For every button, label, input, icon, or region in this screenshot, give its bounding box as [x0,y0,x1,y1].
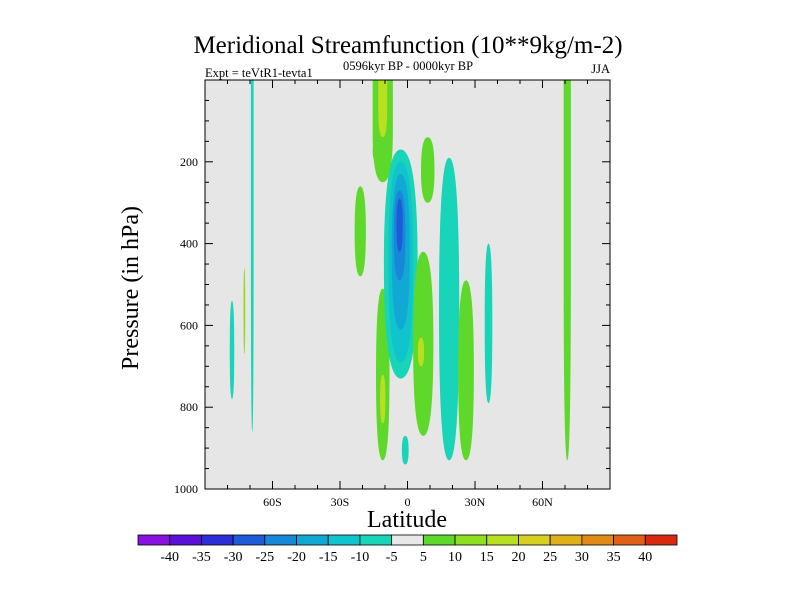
y-axis-label: Pressure (in hPa) [118,206,144,370]
x-axis-ticks: 60S 30S 0 30N 60N [227,80,588,509]
colorbar-swatch [581,534,614,546]
colorbar-label: 40 [638,550,652,565]
x-tick-label: 60S [263,495,282,509]
contour-sh-high-lat-thin [250,80,254,432]
colorbar-swatch [137,534,171,546]
colorbar-label: 30 [575,550,589,565]
contour-sh-high-lat-sliver [243,268,246,355]
contour-sh-high-lat-blob [229,300,235,400]
colorbar-label: -15 [319,550,338,565]
y-tick-label: 600 [180,318,198,332]
colorbar-label: -40 [160,550,179,565]
y-tick-label: 800 [180,400,198,414]
x-tick-label: 60N [532,495,553,509]
subtitle-left: Expt = teVtR1-tevta1 [205,66,313,80]
contour-equatorial-upper-core [378,80,388,138]
colorbar-label: -35 [192,550,211,565]
x-tick-label: 0 [405,495,411,509]
colorbar-label: 35 [607,550,621,565]
colorbar-label: -30 [224,550,243,565]
chart-title: Meridional Streamfunction (10**9kg/m-2) [193,32,622,59]
y-tick-label: 200 [180,155,198,169]
colorbar-swatch [232,534,266,546]
x-axis-label: Latitude [367,507,447,533]
contour-main-cell-25 [396,198,403,252]
colorbar-swatch [549,534,583,546]
colorbar-label: -20 [287,550,306,565]
x-tick-label: 30N [465,495,486,509]
colorbar-label: -5 [386,550,398,565]
colorbar-swatch [327,534,361,546]
colorbar-swatch [518,534,551,546]
contour-ne-eq-upper [421,137,435,203]
contour-ne-eq-lower-core [417,337,425,367]
colorbar-label: 15 [480,550,494,565]
contour-equatorial-lower-core [380,374,386,424]
colorbar-swatch [359,534,393,546]
contour-nh-sub-cell-b [458,280,474,461]
subtitle-center: 0596kyr BP - 0000kyr BP [343,59,473,73]
colorbar-swatch [169,534,202,546]
y-axis-ticks: 200 400 600 800 1000 [174,99,610,496]
contour-nh-high-lat [563,80,571,461]
colorbar-label: -25 [255,550,274,565]
contour-nh-sub-cell-c [484,243,493,404]
colorbar-label: 25 [543,550,557,565]
y-tick-label: 400 [180,237,198,251]
colorbar-swatch [613,534,646,546]
colorbar-swatch [264,534,297,546]
subtitle-right: JJA [591,62,610,76]
contour-layer [229,80,571,465]
colorbar-label: 10 [448,550,462,565]
colorbar-swatch [644,534,678,546]
colorbar-label: 5 [420,550,427,565]
colorbar-label: 20 [511,550,525,565]
contour-upper-sh-lobe [354,186,366,277]
y-tick-label: 1000 [174,482,198,496]
x-tick-label: 30S [331,495,350,509]
colorbar-swatch [391,534,424,546]
colorbar-label: -10 [351,550,370,565]
colorbar: -40 -35 -30 -25 -20 -15 -10 -5 5 10 15 20 25 30 35 40 [137,534,678,565]
colorbar-swatch [454,534,488,546]
colorbar-swatch [422,534,456,546]
colorbar-swatch [296,534,329,546]
colorbar-swatch [486,534,519,546]
contour-nh-sub-cell-a [439,157,460,461]
contour-main-cell-base [401,435,409,465]
colorbar-swatch [201,534,234,546]
